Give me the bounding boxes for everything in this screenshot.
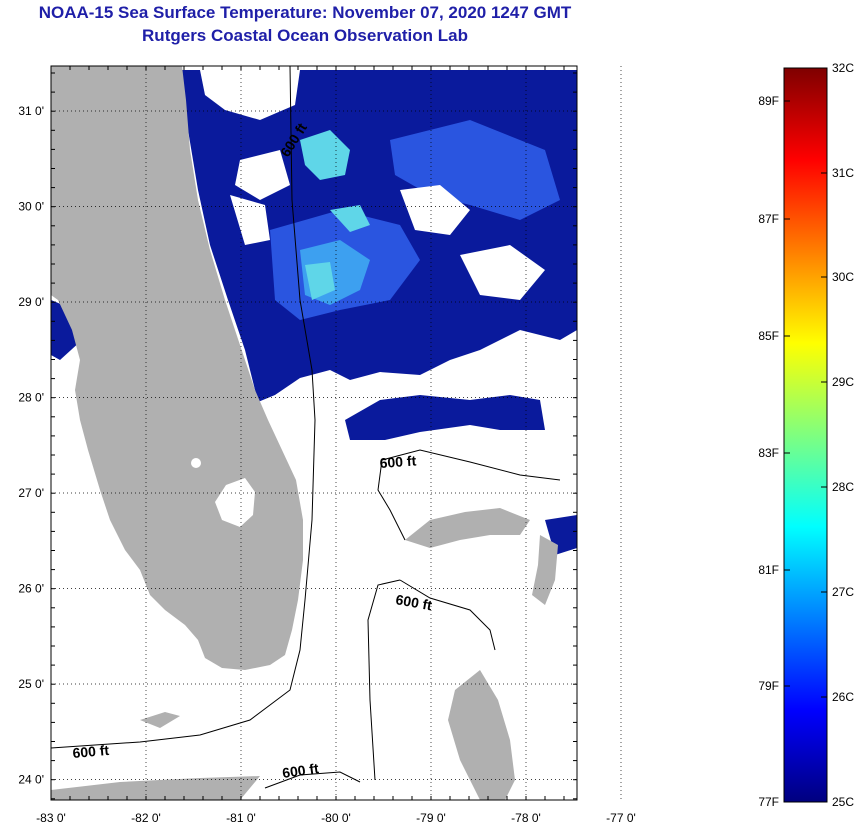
x-axis-tick-label: -80 0' xyxy=(321,811,351,825)
colorbar-f-label: 85F xyxy=(758,329,779,343)
colorbar-c-label: 29C xyxy=(832,375,854,389)
y-axis-tick-label: 25 0' xyxy=(18,677,44,691)
colorbar-c-label: 28C xyxy=(832,480,854,494)
cloud-gap-2 xyxy=(400,185,470,235)
depth-contour-tongue-east xyxy=(399,579,496,651)
x-axis-tick-label: -81 0' xyxy=(226,811,256,825)
frame-ticks xyxy=(50,66,577,800)
x-axis-tick-label: -79 0' xyxy=(416,811,446,825)
colorbar-f-label: 83F xyxy=(758,446,779,460)
colorbar-c-label: 30C xyxy=(832,270,854,284)
sst-region-cyan-2 xyxy=(330,205,370,232)
lake-okeechobee xyxy=(215,478,255,527)
colorbar-c-label: 27C xyxy=(832,585,854,599)
map-title: NOAA-15 Sea Surface Temperature: Novembe… xyxy=(38,3,572,22)
colorbar-f-label: 89F xyxy=(758,94,779,108)
map-frame xyxy=(50,65,578,801)
y-axis-tick-label: 31 0' xyxy=(18,104,44,118)
colorbar-f-label: 81F xyxy=(758,563,779,577)
cloud-gap-1 xyxy=(200,70,300,120)
florida-keys xyxy=(140,712,180,728)
colorbar-f-label: 87F xyxy=(758,212,779,226)
x-axis-tick-label: -78 0' xyxy=(511,811,541,825)
depth-contour-bahamas xyxy=(381,449,561,481)
colorbar-c-label: 31C xyxy=(832,166,854,180)
depth-contour-bahamas-west xyxy=(377,459,406,541)
y-axis-labels: 31 0' 30 0' 29 0' 28 0' 27 0' 26 0' 25 0' 24 0' xyxy=(18,104,44,787)
y-axis-tick-label: 29 0' xyxy=(18,295,44,309)
contour-label: 600 ft xyxy=(394,591,433,613)
colorbar-fahrenheit-labels: 89F 87F 85F 83F 81F 79F 77F xyxy=(758,94,790,809)
andros-island xyxy=(448,670,515,800)
depth-contour-florida-shelf xyxy=(51,66,316,749)
contour-label: 600 ft xyxy=(281,760,320,781)
contour-label: 600 ft xyxy=(72,742,110,761)
y-axis-tick-label: 30 0' xyxy=(18,200,44,214)
sst-region-atlantic-south xyxy=(345,395,545,440)
colorbar-f-label: 79F xyxy=(758,679,779,693)
colorbar-f-label: 77F xyxy=(758,795,779,809)
y-axis-tick-label: 26 0' xyxy=(18,582,44,596)
inland-lake xyxy=(191,458,201,468)
cuba-land xyxy=(51,776,260,800)
grand-bahama xyxy=(405,508,530,548)
y-axis-tick-label: 28 0' xyxy=(18,391,44,405)
x-axis-tick-label: -83 0' xyxy=(36,811,66,825)
x-axis-tick-label: -77 0' xyxy=(606,811,636,825)
x-axis-tick-label: -82 0' xyxy=(131,811,161,825)
colorbar-c-label: 25C xyxy=(832,795,854,809)
depth-contour-south xyxy=(264,771,361,789)
cloud-gap-3 xyxy=(460,245,545,300)
y-axis-tick-label: 24 0' xyxy=(18,773,44,787)
sst-region-cyan xyxy=(300,130,350,180)
colorbar xyxy=(783,67,828,803)
x-axis-labels: -83 0' -82 0' -81 0' -80 0' -79 0' -78 0' -77 … xyxy=(36,811,636,825)
map-layers xyxy=(51,66,577,800)
colorbar-c-label: 32C xyxy=(832,61,854,75)
y-axis-tick-label: 27 0' xyxy=(18,486,44,500)
contour-label: 600 ft xyxy=(379,452,417,471)
colorbar-celsius-labels: 32C 31C 30C 29C 28C 27C 26C 25C xyxy=(821,61,854,809)
abaco-island xyxy=(532,535,558,605)
cloud-gap-5 xyxy=(230,195,270,245)
depth-contour-tongue xyxy=(367,579,401,781)
colorbar-c-label: 26C xyxy=(832,690,854,704)
map-subtitle: Rutgers Coastal Ocean Observation Lab xyxy=(142,26,468,45)
cloud-gap-4 xyxy=(235,150,290,200)
sst-region-cyan-3 xyxy=(305,262,335,300)
